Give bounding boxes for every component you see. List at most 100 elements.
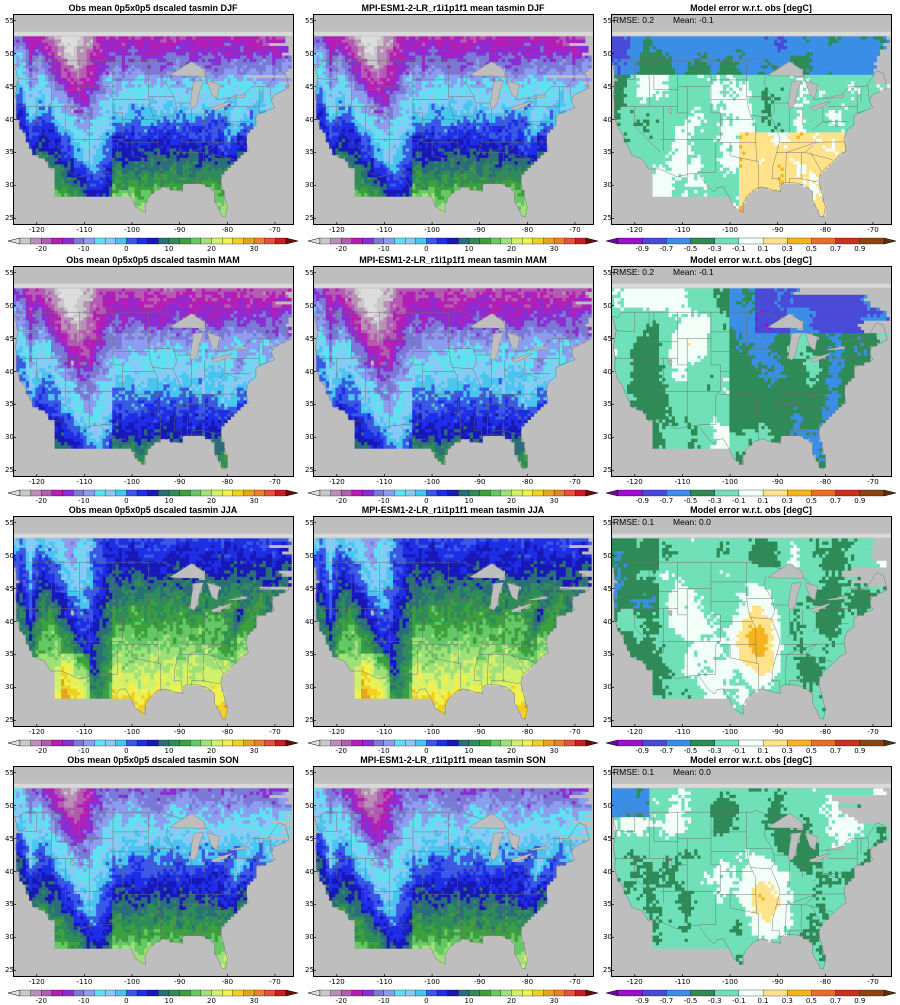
colorbar-swatch — [84, 990, 95, 996]
lon-tick-label: -120 — [29, 728, 45, 736]
colorbar-tick-label: -0.5 — [684, 997, 698, 1005]
colorbar-swatch — [394, 990, 405, 996]
colorbar-swatch — [373, 490, 384, 496]
colorbar-tick-label: 0.1 — [758, 997, 769, 1005]
lat-tick-label: 40 — [603, 618, 612, 626]
colorbar-over-triangle — [586, 490, 598, 496]
lon-tick-label: -80 — [820, 978, 831, 986]
colorbar-swatch — [543, 740, 554, 746]
colorbar-swatch — [522, 238, 533, 244]
lat-tick-label: 35 — [603, 400, 612, 408]
lat-tick-label: 45 — [305, 335, 314, 343]
lon-tick-label: -110 — [674, 728, 690, 736]
colorbar-swatch — [212, 990, 223, 996]
colorbar-swatch — [787, 238, 811, 244]
colorbar-swatch — [384, 990, 395, 996]
colorbar-swatch — [522, 990, 533, 996]
mean-label: Mean: -0.1 — [673, 15, 714, 25]
map-plot — [611, 766, 892, 977]
colorbar-swatch — [554, 238, 565, 244]
canada-cutoff-band — [313, 284, 594, 288]
lon-tick-label: -80 — [522, 728, 533, 736]
colorbar-swatch — [243, 740, 254, 746]
colorbar-swatch — [787, 740, 811, 746]
lat-tick-label: 40 — [305, 618, 314, 626]
canada-cutoff-band — [313, 784, 594, 788]
colorbar-swatch — [201, 990, 212, 996]
colorbar-swatch — [169, 490, 180, 496]
colorbar-swatch — [739, 490, 763, 496]
colorbar-swatch — [739, 238, 763, 244]
colorbar-swatch — [575, 740, 586, 746]
map-plot — [13, 766, 294, 977]
rmse-label: RMSE: 0.2 — [613, 15, 654, 25]
colorbar-swatch — [666, 238, 690, 244]
colorbar-swatch — [554, 990, 565, 996]
lat-tick-label: 30 — [5, 683, 14, 691]
lat-tick-label: 35 — [603, 650, 612, 658]
colorbar-swatch — [190, 238, 201, 244]
lat-tick-label: 25 — [5, 214, 14, 222]
colorbar-swatch — [31, 490, 42, 496]
map-plot — [313, 266, 594, 477]
colorbar-swatch — [341, 990, 352, 996]
lon-tick-label: -90 — [174, 728, 185, 736]
colorbar-swatch — [405, 490, 416, 496]
colorbar-swatch — [265, 490, 276, 496]
colorbar-swatch — [352, 990, 363, 996]
colorbar-tick-label: 20 — [507, 997, 516, 1005]
lon-tick-label: -70 — [569, 478, 580, 486]
lat-tick-label: 55 — [603, 769, 612, 777]
lat-tick-label: 35 — [305, 148, 314, 156]
colorbar-swatch — [331, 238, 342, 244]
colorbar-swatch — [352, 740, 363, 746]
colorbar-swatch — [836, 990, 860, 996]
lon-tick-label: -70 — [867, 978, 878, 986]
colorbar — [606, 489, 896, 499]
lat-tick-label: 55 — [603, 519, 612, 527]
lat-tick-label: 50 — [305, 802, 314, 810]
colorbar-swatch — [20, 238, 31, 244]
colorbar-swatch — [715, 740, 739, 746]
panel-title: Obs mean 0p5x0p5 dscaled tasmin MAM — [8, 255, 298, 265]
colorbar-swatch — [265, 990, 276, 996]
colorbar-swatch — [233, 990, 244, 996]
colorbar-swatch — [84, 238, 95, 244]
lat-tick-label: 40 — [5, 116, 14, 124]
lon-tick-label: -100 — [424, 226, 440, 234]
colorbar-swatch — [512, 990, 523, 996]
colorbar-swatch — [352, 490, 363, 496]
colorbar-swatch — [490, 740, 501, 746]
lon-tick-label: -80 — [222, 478, 233, 486]
colorbar-swatch — [41, 238, 52, 244]
colorbar-swatch — [320, 740, 331, 746]
colorbar-swatch — [469, 740, 480, 746]
colorbar-swatch — [501, 238, 512, 244]
colorbar-swatch — [148, 238, 159, 244]
colorbar-swatch — [426, 490, 437, 496]
lat-tick-label: 50 — [5, 50, 14, 58]
lat-tick-label: 55 — [5, 769, 14, 777]
colorbar-swatch — [490, 490, 501, 496]
lat-tick-label: 30 — [603, 933, 612, 941]
lon-tick-label: -80 — [222, 978, 233, 986]
colorbar-under-triangle — [308, 740, 320, 746]
colorbar-swatch — [341, 238, 352, 244]
colorbar-swatch — [243, 490, 254, 496]
lon-tick-label: -100 — [424, 978, 440, 986]
colorbar-over-triangle — [286, 490, 298, 496]
lon-tick-label: -120 — [329, 478, 345, 486]
colorbar-over-triangle — [884, 238, 896, 244]
colorbar-swatch — [763, 740, 787, 746]
colorbar-swatch — [666, 990, 690, 996]
colorbar-swatch — [642, 490, 666, 496]
colorbar-swatch — [836, 238, 860, 244]
colorbar-swatch — [416, 238, 427, 244]
colorbar-under-triangle — [606, 490, 618, 496]
lon-tick-label: -70 — [569, 978, 580, 986]
lat-tick-label: 40 — [5, 368, 14, 376]
colorbar-swatch — [190, 990, 201, 996]
colorbar-swatch — [533, 490, 544, 496]
